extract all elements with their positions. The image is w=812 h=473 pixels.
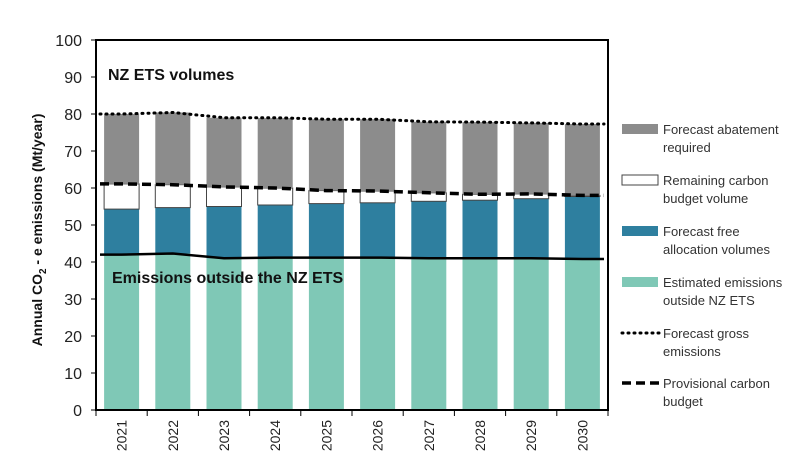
bar-estimated-emissions-outside-nz-ets-2024: [257, 257, 293, 410]
x-tick-label-2024: 2024: [267, 420, 283, 451]
bar-remaining-carbon-budget-volume-2021: [103, 183, 140, 210]
legend-forecast-free-allocation-volumes-swatch: [622, 226, 658, 236]
legend: Forecast abatement required Remaining carb…: [620, 122, 783, 409]
bar-forecast-free-allocation-volumes-2025: [308, 203, 344, 258]
bar-forecast-free-allocation-volumes-2022: [155, 207, 191, 254]
legend-forecast-gross-emissions-label: Forecast gross emissions: [663, 326, 749, 359]
bar-forecast-abatement-required-2021: [104, 114, 140, 184]
x-tick-label-2023: 2023: [216, 420, 232, 451]
legend-remaining-carbon-budget-volume-swatch: [621, 174, 659, 186]
y-axis-title-rest: - e emissions (Mt/year): [29, 114, 45, 269]
x-tick-label-2021: 2021: [114, 420, 130, 451]
y-tick-label-0: 0: [73, 403, 82, 420]
y-tick-label-50: 50: [64, 218, 82, 235]
bar-forecast-abatement-required-2023: [206, 117, 242, 187]
bar-forecast-free-allocation-volumes-2024: [257, 205, 293, 258]
bar-estimated-emissions-outside-nz-ets-2026: [360, 257, 396, 410]
bar-forecast-abatement-required-2029: [513, 122, 549, 194]
y-tick-label-60: 60: [64, 181, 82, 198]
bar-remaining-carbon-budget-volume-2023: [206, 186, 242, 207]
bar-remaining-carbon-budget-volume-2024: [257, 187, 294, 206]
bar-estimated-emissions-outside-nz-ets-2023: [206, 258, 242, 410]
line-emissions-outside-ets: [100, 252, 604, 261]
bar-remaining-carbon-budget-volume-2022: [154, 184, 191, 209]
y-axis-title-subscript: 2: [38, 268, 49, 274]
bar-estimated-emissions-outside-nz-ets-2030: [564, 259, 600, 410]
legend-estimated-emissions-outside-nz-ets-label: Estimated emissions outside NZ ETS: [663, 275, 783, 308]
bar-remaining-carbon-budget-volume-2026: [359, 190, 396, 204]
x-tick-label-2022: 2022: [165, 420, 181, 451]
y-tick-label-80: 80: [64, 107, 82, 124]
y-axis-title: Annual CO2 - e emissions (Mt/year): [29, 114, 49, 347]
y-tick-label-40: 40: [64, 255, 82, 272]
x-axis: 2021 2022 2023 2024 2025 2026 2027 2028 2029 2030: [95, 410, 609, 451]
bar-forecast-abatement-required-2025: [308, 119, 344, 191]
bar-estimated-emissions-outside-nz-ets-2025: [308, 257, 344, 410]
y-tick-label-20: 20: [64, 329, 82, 346]
legend-remaining-carbon-budget-volume-label: Remaining carbon budget volume: [663, 173, 769, 206]
bar-estimated-emissions-outside-nz-ets-2021: [104, 254, 140, 410]
bar-forecast-free-allocation-volumes-2023: [206, 206, 242, 259]
line-forecast-gross-emissions: [98, 110, 606, 126]
bar-forecast-free-allocation-volumes-2029: [513, 198, 549, 259]
line-provisional-carbon-budget: [100, 182, 604, 198]
bar-estimated-emissions-outside-nz-ets-2029: [513, 258, 549, 410]
bar-forecast-abatement-required-2027: [411, 121, 447, 193]
y-tick-label-90: 90: [64, 70, 82, 87]
bar-forecast-abatement-required-2028: [462, 122, 498, 195]
bar-forecast-free-allocation-volumes-2026: [360, 202, 396, 258]
y-axis-title-main: Annual CO: [29, 274, 45, 346]
y-tick-label-100: 100: [55, 33, 82, 50]
bar-remaining-carbon-budget-volume-2025: [308, 190, 345, 205]
annotation-emissions-outside: Emissions outside the NZ ETS: [112, 270, 343, 287]
bar-estimated-emissions-outside-nz-ets-2027: [411, 258, 447, 410]
legend-provisional-carbon-budget-label: Provisional carbon budget: [663, 376, 770, 409]
legend-forecast-abatement-required-label: Forecast abatement required: [663, 122, 779, 155]
y-tick-label-10: 10: [64, 366, 82, 383]
x-tick-label-2026: 2026: [370, 420, 386, 451]
legend-forecast-free-allocation-volumes-label: Forecast free allocation volumes: [663, 224, 770, 257]
x-tick-label-2030: 2030: [574, 420, 590, 451]
line-layer: [98, 110, 606, 261]
bar-forecast-abatement-required-2024: [257, 118, 293, 188]
bar-forecast-free-allocation-volumes-2030: [564, 196, 600, 259]
bar-forecast-abatement-required-2022: [155, 112, 191, 185]
y-axis: 0 10 20 30 40 50 60 70 80 90 100: [55, 33, 96, 420]
y-tick-label-70: 70: [64, 144, 82, 161]
x-tick-label-2027: 2027: [421, 420, 437, 451]
legend-estimated-emissions-outside-nz-ets-swatch: [622, 277, 658, 287]
bar-layer: [103, 112, 601, 410]
bar-estimated-emissions-outside-nz-ets-2022: [155, 253, 191, 410]
legend-forecast-abatement-required-swatch: [622, 124, 658, 134]
y-tick-label-30: 30: [64, 292, 82, 309]
bar-forecast-abatement-required-2030: [564, 124, 600, 196]
bar-remaining-carbon-budget-volume-2029: [513, 193, 550, 200]
bar-estimated-emissions-outside-nz-ets-2028: [462, 258, 498, 410]
x-tick-label-2029: 2029: [523, 420, 539, 451]
bar-forecast-free-allocation-volumes-2027: [411, 201, 447, 259]
bar-forecast-free-allocation-volumes-2028: [462, 200, 498, 259]
annotation-nz-ets-volumes: NZ ETS volumes: [108, 67, 234, 84]
x-tick-label-2025: 2025: [318, 420, 334, 451]
bar-forecast-abatement-required-2026: [360, 119, 396, 191]
x-tick-label-2028: 2028: [472, 420, 488, 451]
bar-forecast-free-allocation-volumes-2021: [104, 209, 140, 255]
